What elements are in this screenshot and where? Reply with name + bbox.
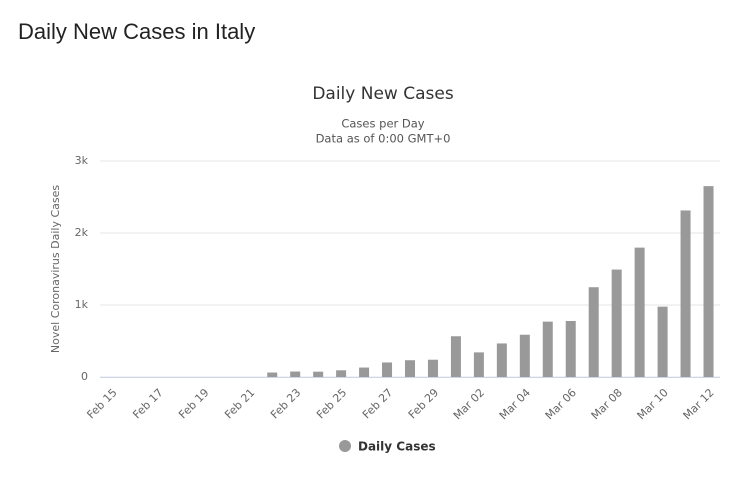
page-title: Daily New Cases in Italy xyxy=(18,19,255,44)
x-tick-label: Feb 29 xyxy=(406,386,441,421)
bar xyxy=(588,287,599,377)
bar xyxy=(519,334,530,377)
bar xyxy=(359,367,370,377)
bar xyxy=(611,269,622,377)
bar xyxy=(267,372,278,377)
bar xyxy=(680,210,691,377)
x-tick-label: Feb 27 xyxy=(360,386,395,421)
x-tick-label: Mar 06 xyxy=(543,386,579,422)
x-tick-label: Feb 23 xyxy=(268,386,303,421)
bar xyxy=(405,360,415,377)
y-tick-label: 3k xyxy=(75,154,89,167)
legend-label: Daily Cases xyxy=(358,440,436,454)
bar xyxy=(634,247,645,377)
bar xyxy=(382,362,393,377)
x-tick-label: Feb 19 xyxy=(176,386,211,421)
bar xyxy=(657,306,668,377)
x-tick-label: Mar 12 xyxy=(681,386,717,422)
chart-subtitle: Cases per Day xyxy=(341,117,424,131)
bar xyxy=(473,352,484,377)
bar xyxy=(450,336,461,377)
x-tick-label: Mar 04 xyxy=(497,386,533,422)
bar xyxy=(313,371,324,377)
bar xyxy=(496,343,507,377)
x-tick-label: Mar 02 xyxy=(451,386,487,422)
bar xyxy=(290,371,301,377)
x-tick-label: Feb 21 xyxy=(222,386,257,421)
x-tick-label: Feb 17 xyxy=(130,386,165,421)
x-tick-label: Mar 10 xyxy=(635,386,671,422)
x-tick-label: Feb 15 xyxy=(84,386,119,421)
x-tick-label: Mar 08 xyxy=(589,386,625,422)
y-tick-label: 0 xyxy=(81,370,88,383)
x-tick-label: Feb 25 xyxy=(314,386,349,421)
y-tick-label: 1k xyxy=(75,298,89,311)
y-axis-label: Novel Coronavirus Daily Cases xyxy=(49,185,62,353)
bar xyxy=(336,370,347,377)
chart-title: Daily New Cases xyxy=(312,84,454,104)
chart-subtitle: Data as of 0:00 GMT+0 xyxy=(316,132,451,146)
bar xyxy=(427,359,438,377)
legend-marker xyxy=(339,440,351,452)
bar xyxy=(703,186,714,377)
bar xyxy=(565,320,576,377)
bar xyxy=(542,321,553,377)
y-tick-label: 2k xyxy=(75,226,89,239)
